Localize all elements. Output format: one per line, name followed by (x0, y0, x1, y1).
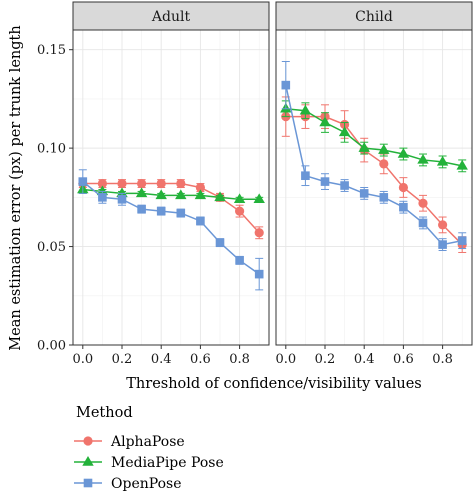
data-point (78, 177, 88, 186)
data-point (215, 238, 225, 247)
y-tick-label: 0.10 (37, 142, 66, 157)
data-point (254, 228, 264, 238)
data-point (358, 142, 370, 152)
data-point (195, 182, 205, 193)
data-point (456, 159, 468, 170)
x-tick-label: 0.8 (229, 352, 250, 367)
series-line (82, 182, 260, 234)
series-mediapipe-pose (77, 183, 265, 204)
data-point (281, 80, 291, 90)
data-point (156, 178, 166, 189)
data-point (438, 220, 448, 230)
x-tick-label: 0.4 (354, 352, 375, 367)
data-point (299, 104, 312, 115)
data-point (320, 177, 330, 186)
data-point (398, 182, 408, 193)
data-point (397, 148, 410, 158)
data-point (436, 155, 449, 166)
data-point (117, 178, 127, 189)
y-tick-label: 0.00 (37, 339, 66, 354)
panel-strip (275, 1, 473, 31)
data-point (379, 159, 389, 169)
data-point (116, 187, 128, 198)
data-point (156, 206, 166, 216)
data-point (117, 195, 127, 204)
series-line (285, 108, 463, 167)
data-point (379, 193, 389, 202)
data-point (340, 181, 349, 190)
series-line (82, 181, 260, 275)
panels: Adult 0.0 0.2 0.4 0.6 0.8 0.00 0.05 0.10 0.15 Chil… (37, 1, 473, 367)
data-point (175, 189, 187, 200)
data-point (98, 193, 107, 202)
data-point (194, 189, 207, 200)
data-point (338, 126, 351, 137)
x-axis-title: Threshold of confidence/visibility value… (126, 376, 421, 392)
y-tick-label: 0.15 (37, 43, 66, 58)
data-point (176, 208, 186, 218)
x-tick-label: 0.8 (432, 352, 453, 367)
data-point (418, 218, 428, 228)
legend-key-marker (83, 478, 93, 488)
data-point (196, 216, 205, 226)
series-mediapipe-pose (280, 100, 468, 173)
data-point (301, 171, 310, 180)
panel-strip-title: Child (355, 9, 393, 25)
data-point (135, 187, 148, 198)
data-point (378, 144, 390, 154)
series-line (285, 84, 463, 246)
x-tick-label: 0.0 (72, 352, 93, 367)
data-point (214, 191, 226, 202)
x-tick-label: 0.4 (151, 352, 172, 367)
data-point (254, 269, 264, 279)
panel-border (275, 29, 473, 346)
legend-entry-mediapipe-pose: MediaPipe Pose (74, 455, 224, 471)
data-point (235, 206, 245, 216)
x-tick-label: 0.2 (315, 352, 336, 367)
y-tick-label: 0.05 (37, 240, 66, 255)
data-point (155, 189, 167, 200)
series-openpose (78, 169, 264, 291)
x-tick-label: 0.2 (112, 352, 133, 367)
legend-key-marker (83, 436, 93, 446)
data-point (235, 256, 244, 265)
x-tick-label: 0.6 (190, 352, 211, 367)
data-point (417, 153, 429, 164)
panel-adult: Adult 0.0 0.2 0.4 0.6 0.8 0.00 0.05 0.10 0.15 (37, 1, 270, 367)
legend-entry-openpose: OpenPose (74, 476, 182, 492)
data-point (319, 116, 331, 127)
legend-label: MediaPipe Pose (111, 455, 224, 471)
data-point (438, 240, 447, 249)
panel-strip (72, 1, 270, 31)
legend-entry-alphapose: AlphaPose (74, 434, 185, 450)
data-point (418, 198, 428, 208)
data-point (457, 236, 467, 245)
legend-key-marker (82, 456, 94, 466)
series-line (82, 188, 260, 201)
data-point (96, 185, 109, 196)
y-axis-title: Mean estimation error (px) per trunk len… (8, 25, 24, 350)
series-openpose (281, 61, 467, 251)
data-point (137, 178, 147, 189)
x-tick-label: 0.6 (393, 352, 414, 367)
legend-label: AlphaPose (110, 434, 185, 450)
panel-child: Child 0.0 0.2 0.4 0.6 0.8 (275, 1, 473, 367)
panel-border (72, 29, 270, 346)
data-point (97, 178, 107, 189)
data-point (233, 193, 246, 204)
data-point (359, 189, 369, 198)
data-point (253, 193, 265, 204)
data-point (176, 178, 186, 189)
legend-title: Method (76, 405, 133, 421)
data-point (137, 204, 146, 214)
legend-label: OpenPose (111, 476, 182, 492)
panel-strip-title: Adult (151, 9, 191, 25)
legend: AlphaPose MediaPipe Pose OpenPose (74, 434, 224, 492)
plot-background (276, 30, 472, 345)
data-point (399, 202, 408, 212)
x-tick-label: 0.0 (275, 352, 296, 367)
